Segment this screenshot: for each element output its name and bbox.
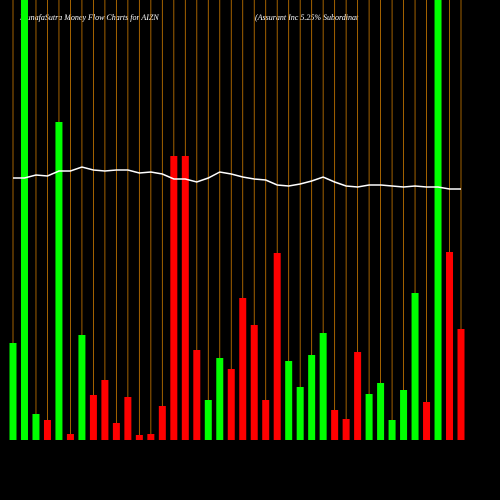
bar [342, 419, 350, 440]
chart-subtitle: (Assurant Inc 5.25% Subordinat [255, 13, 359, 22]
bar [193, 350, 201, 440]
bar [434, 0, 442, 440]
bar [400, 390, 408, 440]
bar [239, 298, 247, 440]
bar [147, 434, 155, 440]
bar [32, 414, 40, 440]
bar [354, 352, 362, 440]
bar [204, 400, 212, 440]
bar [423, 402, 431, 440]
bar [135, 435, 143, 440]
bar [296, 387, 304, 440]
bar [43, 420, 51, 440]
bar [55, 122, 63, 440]
bar [170, 156, 178, 440]
bar [78, 335, 86, 440]
bar [89, 395, 97, 440]
bar [101, 380, 109, 440]
bar [319, 333, 327, 440]
bar [457, 329, 465, 440]
bar [446, 252, 454, 440]
bar [181, 156, 189, 440]
chart-title: MunafaSutra Money Flow Charts for AIZN [19, 13, 159, 22]
bar [308, 355, 316, 440]
bar [216, 358, 224, 440]
bar [158, 406, 166, 440]
bar [9, 343, 17, 440]
money-flow-line [13, 166, 461, 190]
bar [377, 383, 385, 440]
bar [124, 397, 132, 440]
bar [365, 394, 373, 440]
bar [388, 420, 396, 440]
bar [331, 410, 339, 440]
bar [20, 0, 28, 440]
bar [273, 253, 281, 440]
bar [250, 325, 258, 440]
bar [112, 423, 120, 440]
bar [66, 434, 74, 440]
bar [285, 361, 293, 440]
bar [411, 293, 419, 440]
bar [227, 369, 235, 440]
bar [262, 400, 270, 440]
